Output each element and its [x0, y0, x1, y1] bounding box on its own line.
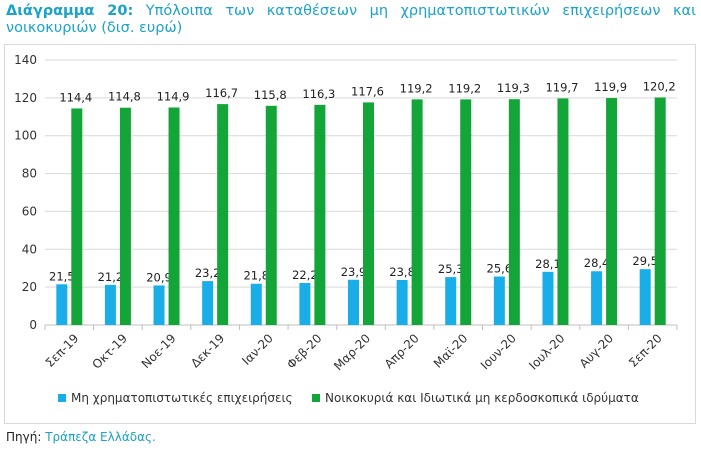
y-tick-label: 60	[22, 204, 37, 218]
data-label-series2: 114,8	[108, 90, 141, 104]
bar-series2	[654, 97, 666, 325]
x-tick-label: Αυγ-20	[577, 331, 616, 370]
legend-label-series2: Νοικοκυριά και Ιδιωτικά μη κερδοσκοπικά …	[325, 391, 639, 405]
legend-swatch-series2	[312, 394, 320, 402]
bar-series1	[299, 282, 311, 325]
y-tick-label: 120	[14, 91, 37, 105]
x-tick-label: Σεπ-20	[626, 331, 665, 370]
data-label-series1: 23,8	[389, 265, 415, 279]
bar-series1	[542, 271, 554, 325]
data-label-series2: 119,2	[448, 81, 481, 95]
y-tick-label: 20	[22, 280, 37, 294]
x-tick-label: Ιουν-20	[478, 331, 519, 372]
data-label-series2: 119,3	[497, 81, 530, 95]
x-tick-label: Μαρ-20	[331, 331, 373, 373]
data-label-series2: 116,7	[205, 86, 238, 100]
bar-series1	[202, 281, 214, 325]
y-tick-label: 100	[14, 129, 37, 143]
data-label-series1: 28,4	[584, 256, 610, 270]
chart-title-prefix: Διάγραμμα 20:	[6, 3, 134, 19]
x-tick-label: Ιαν-20	[239, 331, 276, 368]
bar-series2	[460, 99, 472, 325]
bar-series2	[217, 104, 229, 325]
data-label-series1: 28,1	[535, 257, 561, 271]
bar-series2	[411, 99, 423, 325]
x-tick-label: Δεκ-19	[188, 331, 227, 370]
source-label: Πηγή:	[6, 430, 42, 444]
bar-series1	[104, 284, 116, 325]
source-name: Τράπεζα Ελλάδας.	[45, 430, 156, 444]
bar-series1	[445, 277, 457, 325]
data-label-series2: 119,9	[594, 80, 627, 94]
source-note: Πηγή: Τράπεζα Ελλάδας.	[6, 430, 156, 444]
bar-series1	[348, 279, 359, 325]
data-label-series1: 25,6	[487, 262, 513, 276]
data-label-series1: 21,8	[243, 269, 269, 283]
x-tick-label: Ιουλ-20	[526, 331, 567, 372]
data-label-series1: 21,5	[49, 269, 75, 283]
y-tick-label: 140	[14, 53, 37, 67]
bar-series2	[265, 105, 277, 325]
legend-swatch-series1	[58, 394, 66, 402]
data-label-series2: 114,4	[59, 90, 92, 104]
data-label-series1: 23,9	[341, 265, 367, 279]
x-tick-label: Απρ-20	[382, 331, 422, 371]
data-label-series1: 25,3	[438, 262, 464, 276]
bar-chart: 0 20 40 60 80 100 120 140 21,5 114,4 Σεπ-19 21,2 114…	[14, 53, 678, 405]
bar-series1	[56, 284, 68, 325]
bar-series2	[168, 107, 180, 325]
data-label-series2: 119,2	[400, 81, 433, 95]
bar-series2	[557, 98, 569, 325]
chart-title-text: Υπόλοιπα των καταθέσεων μη χρηματοπιστωτ…	[6, 3, 696, 36]
data-label-series2: 119,7	[545, 80, 578, 94]
data-label-series2: 115,8	[254, 88, 287, 102]
data-label-series1: 22,2	[292, 268, 318, 282]
x-tick-label: Σεπ-19	[43, 331, 82, 370]
bar-series2	[363, 102, 374, 326]
data-label-series2: 114,9	[157, 90, 190, 104]
data-label-series2: 120,2	[643, 79, 676, 93]
bar-series1	[493, 276, 505, 325]
data-label-series1: 29,5	[632, 254, 658, 268]
data-label-series1: 21,2	[98, 270, 124, 284]
bar-series1	[396, 279, 408, 325]
y-tick-label: 40	[22, 242, 37, 256]
y-tick-label: 0	[29, 318, 37, 332]
bar-series1	[639, 269, 651, 325]
legend-label-series1: Μη χρηματοπιστωτικές επιχειρήσεις	[71, 391, 293, 405]
data-label-series1: 20,9	[146, 270, 172, 284]
x-tick-label: Μαϊ-20	[431, 331, 471, 371]
data-label-series1: 23,2	[195, 266, 221, 280]
chart-title: Διάγραμμα 20: Υπόλοιπα των καταθέσεων μη…	[6, 3, 696, 37]
bar-series1	[591, 271, 603, 325]
y-tick-label: 80	[22, 167, 37, 181]
x-tick-label: Νοε-19	[139, 331, 179, 371]
bar-series2	[314, 104, 326, 325]
chart-frame: 0 20 40 60 80 100 120 140 21,5 114,4 Σεπ-19 21,2 114…	[4, 44, 696, 424]
bar-series2	[71, 108, 83, 325]
x-tick-label: Φεβ-20	[284, 331, 324, 371]
data-label-series2: 117,6	[351, 84, 384, 98]
bar-series1	[153, 285, 165, 325]
bar-series2	[119, 107, 131, 325]
bar-series2	[606, 98, 618, 325]
bar-series1	[250, 283, 262, 325]
bar-series2	[508, 99, 520, 325]
x-tick-label: Οκτ-19	[89, 331, 130, 372]
data-label-series2: 116,3	[302, 87, 335, 101]
